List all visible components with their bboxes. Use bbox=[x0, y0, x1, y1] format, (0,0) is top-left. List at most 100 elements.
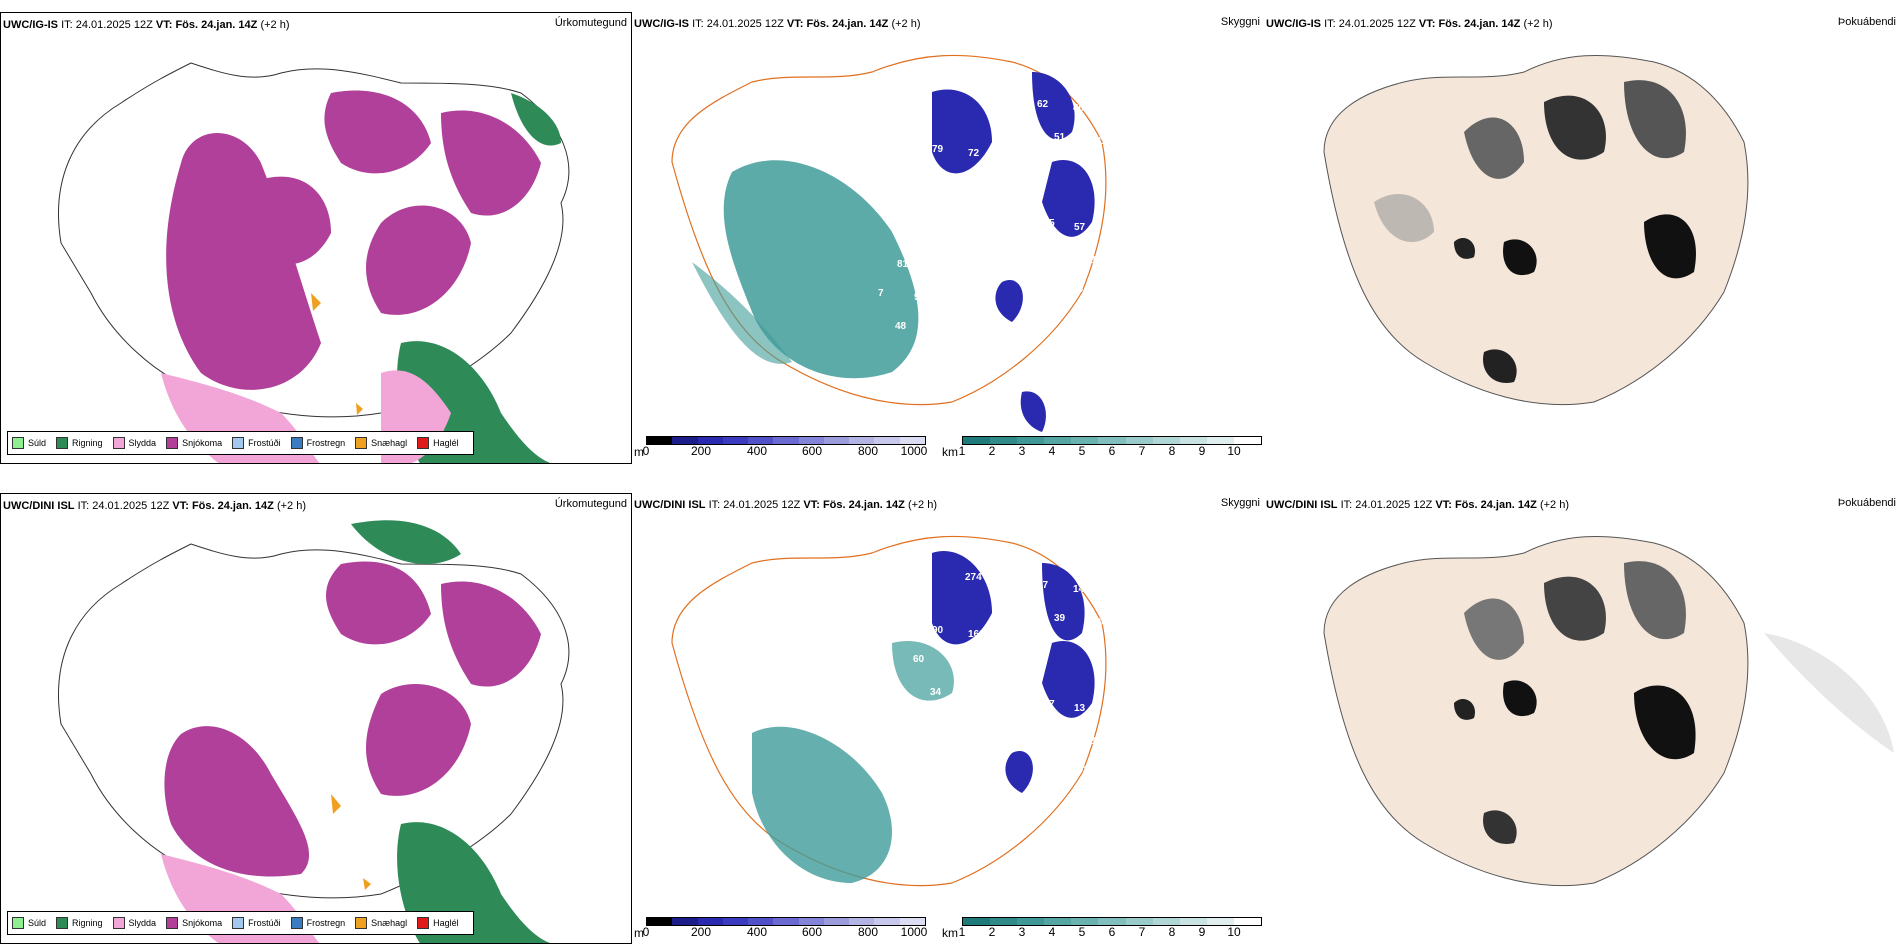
cloud-base-label: 44 bbox=[914, 773, 926, 784]
cloud-visibility-panel-row1: UWC/IG-IS IT: 24.01.2025 12Z VT: Fös. 24… bbox=[632, 12, 1264, 464]
tick: 10 bbox=[1227, 444, 1241, 458]
cloud-base-label: 81 bbox=[897, 259, 909, 270]
cloud-base-label: 66 bbox=[1001, 95, 1013, 106]
fog-title: Þokuábendi bbox=[1837, 497, 1896, 509]
tick: 1 bbox=[958, 444, 966, 458]
cloud-base-label: 55 bbox=[895, 802, 907, 813]
cloud-base-label: 13 bbox=[1074, 703, 1086, 714]
fog-map bbox=[1323, 54, 1749, 406]
cloud-base-label: 659 bbox=[984, 843, 1001, 854]
tick: 400 bbox=[746, 444, 768, 458]
cloud-base-label: 160 bbox=[968, 629, 985, 640]
cloud-base-label: 187 bbox=[1018, 609, 1035, 620]
legend-item-freezing-drizzle: Frostúði bbox=[232, 917, 281, 929]
cloud-base-label: 577 bbox=[930, 206, 947, 217]
cloud-base-label: 262 bbox=[878, 769, 895, 780]
tick: 3 bbox=[1018, 444, 1026, 458]
cloud-base-label: 65 bbox=[983, 243, 995, 254]
tick: 5 bbox=[1078, 925, 1086, 939]
cloud-base-label: 79 bbox=[932, 144, 944, 155]
cloud-base-label: 327 bbox=[1038, 699, 1055, 710]
cloud-base-label: 96 bbox=[931, 806, 943, 817]
panel-header: UWC/IG-IS IT: 24.01.2025 12Z VT: Fös. 24… bbox=[3, 19, 290, 31]
legend-item-rain: Rigning bbox=[56, 437, 103, 449]
panel-header: UWC/DINI ISL IT: 24.01.2025 12Z VT: Fös.… bbox=[634, 499, 937, 511]
cloud-base-label: 51 bbox=[1054, 132, 1066, 143]
cloud-base-label: 194 bbox=[1089, 317, 1106, 328]
cloud-base-label: 94 bbox=[914, 292, 926, 303]
tick: 9 bbox=[1198, 444, 1206, 458]
tick: 0 bbox=[642, 444, 650, 458]
panel-header: UWC/DINI ISL IT: 24.01.2025 12Z VT: Fös.… bbox=[1266, 499, 1569, 511]
legend-item-graupel: Snæhagl bbox=[355, 437, 407, 449]
cloud-base-label: 373 bbox=[1036, 280, 1053, 291]
cloud-base-label: 77 bbox=[948, 839, 960, 850]
tick: 7 bbox=[1138, 444, 1146, 458]
cloud-base-label: 48 bbox=[877, 650, 889, 661]
cloud-base-label: 58 bbox=[1055, 251, 1067, 262]
cloud-base-label: 10 bbox=[1021, 185, 1033, 196]
cloud-base-label: 65 bbox=[1003, 814, 1015, 825]
precip-legend: Súld Rigning Slydda Snjókoma Frostúði Fr… bbox=[7, 431, 474, 455]
legend-item-freezing-rain: Frostregn bbox=[290, 437, 345, 449]
cloud-base-label: 159 bbox=[915, 111, 932, 122]
cloud-base-label: 57 bbox=[1002, 695, 1014, 706]
cloud-base-label: 141 bbox=[1073, 584, 1090, 595]
tick: 200 bbox=[690, 925, 712, 939]
cloud-title: Skyggni bbox=[1220, 497, 1260, 509]
cloud-base-label: 78 bbox=[1020, 847, 1032, 858]
panel-header: UWC/IG-IS IT: 24.01.2025 12Z VT: Fös. 24… bbox=[634, 18, 921, 30]
cloud-base-label: 80 bbox=[1020, 366, 1032, 377]
legend-item-snow: Snjókoma bbox=[166, 917, 222, 929]
tick: 10 bbox=[1227, 925, 1241, 939]
cloud-base-label: 95 bbox=[912, 354, 924, 365]
precip-type-panel-row2: UWC/DINI ISL IT: 24.01.2025 12Z VT: Fös.… bbox=[0, 493, 632, 944]
precip-type-panel-row1: UWC/IG-IS IT: 24.01.2025 12Z VT: Fös. 24… bbox=[0, 12, 632, 464]
fog-title: Þokuábendi bbox=[1837, 16, 1896, 28]
tick: 0 bbox=[642, 925, 650, 939]
legend-item-rain: Rigning bbox=[56, 917, 103, 929]
cloud-title: Skyggni bbox=[1220, 16, 1260, 28]
cloud-base-label: 65 bbox=[1072, 284, 1084, 295]
visibility-colorbar: 1 2 3 4 5 6 7 8 9 10 bbox=[959, 917, 1262, 939]
cloud-base-label: 57 bbox=[1074, 222, 1086, 233]
fog-index-panel-row1: UWC/IG-IS IT: 24.01.2025 12Z VT: Fös. 24… bbox=[1264, 12, 1900, 464]
cloud-base-label: 381 bbox=[967, 329, 984, 340]
cloud-base-label: 37 bbox=[1037, 580, 1049, 591]
cloud-base-label: 60 bbox=[983, 724, 995, 735]
cloud-base-label: 143 bbox=[1056, 370, 1073, 381]
fog-map bbox=[1323, 535, 1894, 887]
cloud-base-label: 108 bbox=[949, 177, 966, 188]
cloud-base-label: 95 bbox=[1001, 576, 1013, 587]
tick: 2 bbox=[988, 925, 996, 939]
tick: 400 bbox=[746, 925, 768, 939]
cloud-base-label: 145 bbox=[950, 296, 967, 307]
cloud-base-label: 226 bbox=[915, 592, 932, 603]
cloud-base-unit: m bbox=[634, 445, 644, 459]
precip-legend: Súld Rigning Slydda Snjókoma Frostúði Fr… bbox=[7, 911, 474, 935]
cloud-base-label: 75 bbox=[897, 740, 909, 751]
tick: 7 bbox=[1138, 925, 1146, 939]
legend-item-drizzle: Súld bbox=[12, 917, 46, 929]
precip-map bbox=[58, 520, 570, 943]
tick: 5 bbox=[1078, 444, 1086, 458]
legend-item-hail: Haglél bbox=[417, 437, 459, 449]
tick: 800 bbox=[857, 925, 879, 939]
tick: 2 bbox=[988, 444, 996, 458]
cloud-base-label: 476 bbox=[877, 169, 894, 180]
cloud-base-label: 769 bbox=[949, 658, 966, 669]
visibility-unit: km bbox=[942, 926, 958, 940]
cloud-base-label: 210 bbox=[948, 358, 965, 369]
legend-item-freezing-rain: Frostregn bbox=[290, 917, 345, 929]
cloud-base-unit: m bbox=[634, 926, 644, 940]
panel-header: UWC/DINI ISL IT: 24.01.2025 12Z VT: Fös.… bbox=[3, 500, 306, 512]
precip-type-title: Úrkomutegund bbox=[554, 498, 627, 510]
legend-item-drizzle: Súld bbox=[12, 437, 46, 449]
cloud-base-label: 150 bbox=[862, 74, 879, 85]
cloud-base-label: 105 bbox=[1038, 218, 1055, 229]
panel-header: UWC/IG-IS IT: 24.01.2025 12Z VT: Fös. 24… bbox=[1266, 18, 1553, 30]
tick: 3 bbox=[1018, 925, 1026, 939]
cloud-base-label: 43 bbox=[912, 835, 924, 846]
tick: 6 bbox=[1108, 444, 1116, 458]
cloud-base-label: 90 bbox=[932, 625, 944, 636]
